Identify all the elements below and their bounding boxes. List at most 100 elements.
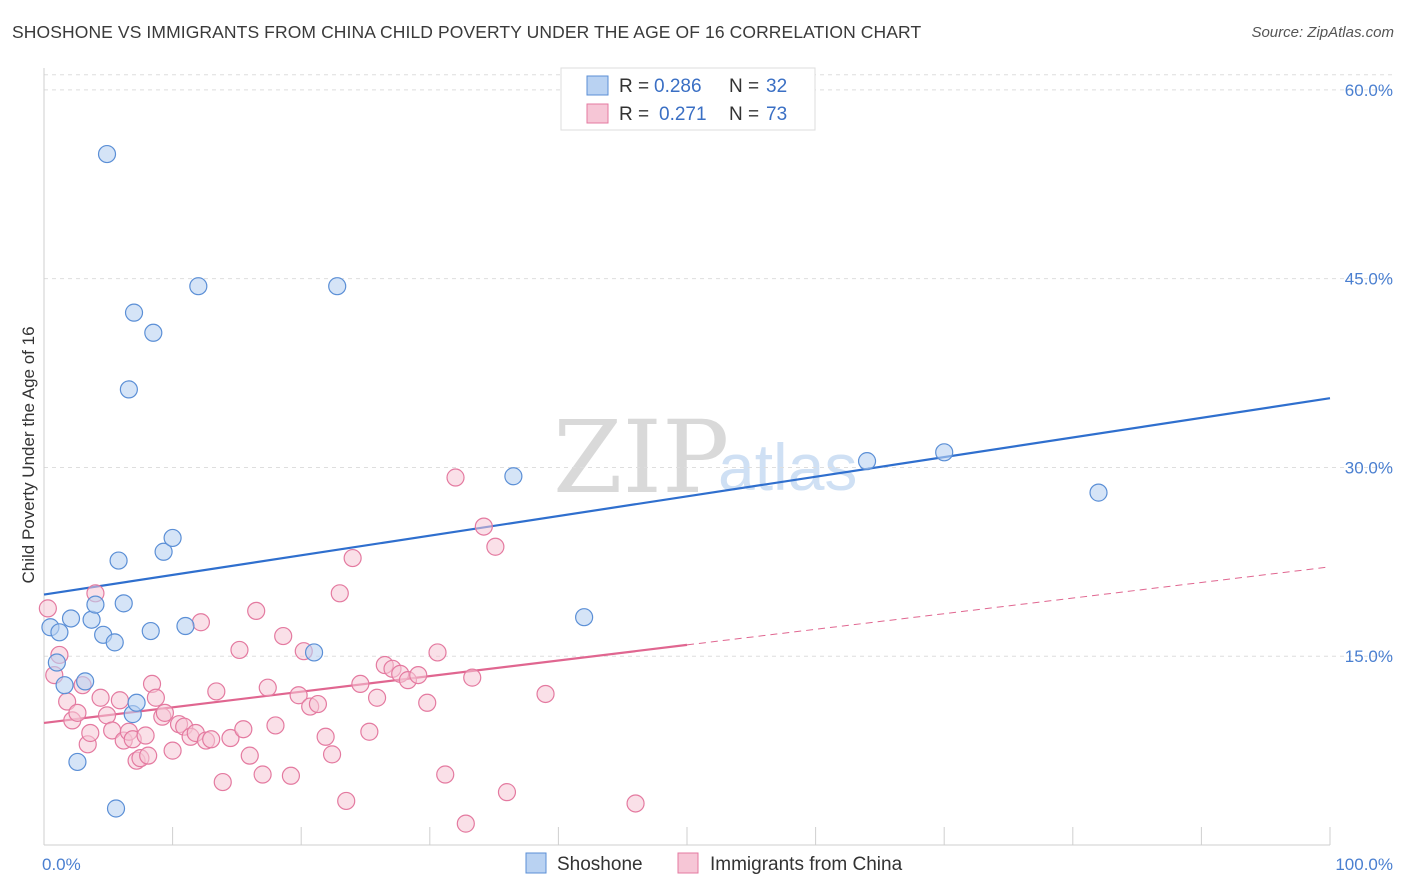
point-china-51 — [330, 584, 349, 603]
point-china-56 — [367, 688, 387, 707]
legend-n-value-shoshone: 32 — [766, 76, 787, 97]
point-shoshone-8 — [86, 595, 105, 614]
point-shoshone-23 — [176, 616, 195, 636]
point-china-40 — [253, 765, 272, 784]
axes — [43, 68, 1331, 846]
point-shoshone-5 — [68, 752, 87, 772]
point-china-50 — [322, 745, 342, 764]
source-label: Source: ZipAtlas.com — [1251, 24, 1394, 41]
bottom-legend-swatch-china — [677, 852, 699, 874]
watermark-zip: ZIP — [553, 399, 729, 516]
point-china-71 — [536, 684, 555, 704]
y-tick-label-3: 60.0% — [1345, 81, 1393, 100]
point-shoshone-10 — [97, 144, 117, 164]
legend-r-value-shoshone: 0.286 — [654, 76, 702, 97]
legend-swatch-shoshone — [586, 75, 609, 96]
legend-r-value-china: 0.271 — [659, 104, 707, 125]
point-china-64 — [436, 765, 455, 784]
point-china-34 — [213, 772, 232, 792]
point-shoshone-11 — [105, 633, 124, 652]
point-shoshone-7 — [82, 610, 101, 629]
point-shoshone-2 — [50, 623, 69, 642]
point-shoshone-13 — [109, 551, 128, 570]
point-china-66 — [456, 814, 475, 833]
point-shoshone-1 — [47, 653, 66, 672]
x-tick-labels: 0.0% 100.0% — [42, 855, 1393, 874]
point-china-19 — [136, 726, 155, 745]
point-china-49 — [316, 727, 335, 746]
point-shoshone-20 — [144, 323, 163, 342]
point-china-38 — [240, 746, 259, 765]
x-tick-label-0: 0.0% — [42, 855, 81, 874]
point-china-41 — [258, 678, 277, 697]
point-shoshone-6 — [76, 672, 95, 691]
point-china-45 — [289, 686, 308, 705]
point-china-35 — [221, 728, 240, 748]
point-china-20 — [139, 746, 158, 765]
point-china-61 — [409, 665, 428, 685]
point-china-48 — [308, 694, 328, 714]
y-axis-title: Child Poverty Under the Age of 16 — [19, 326, 38, 583]
point-china-39 — [247, 601, 266, 621]
point-shoshone-22 — [163, 528, 182, 548]
point-china-37 — [234, 720, 253, 739]
data-points — [38, 144, 1108, 833]
watermark: ZIP atlas — [553, 399, 857, 516]
point-shoshone-28 — [575, 608, 594, 627]
y-tick-label-0: 15.0% — [1345, 647, 1393, 666]
point-shoshone-25 — [304, 643, 324, 662]
point-china-33 — [207, 682, 226, 701]
point-china-22 — [146, 688, 165, 707]
point-shoshone-31 — [1089, 483, 1108, 502]
point-shoshone-26 — [328, 277, 347, 296]
point-china-44 — [281, 766, 301, 785]
x-tick-label-1: 100.0% — [1335, 855, 1393, 874]
point-shoshone-30 — [935, 443, 954, 462]
point-china-53 — [343, 548, 362, 568]
point-china-63 — [428, 643, 447, 662]
point-china-55 — [360, 722, 379, 741]
y-tick-labels: 15.0% 30.0% 45.0% 60.0% — [1345, 81, 1393, 666]
legend-r-label-shoshone: R = — [619, 76, 649, 97]
point-china-13 — [110, 691, 129, 710]
point-china-72 — [626, 794, 645, 813]
y-tick-label-2: 45.0% — [1345, 270, 1393, 289]
point-shoshone-24 — [189, 277, 208, 296]
point-china-11 — [97, 706, 117, 725]
legend-n-label-china: N = — [729, 104, 759, 125]
bottom-legend-swatch-shoshone — [525, 852, 547, 874]
point-china-43 — [274, 626, 293, 646]
point-china-52 — [337, 791, 356, 811]
point-china-32 — [202, 730, 221, 749]
point-china-54 — [351, 674, 370, 694]
point-shoshone-18 — [127, 693, 146, 712]
point-shoshone-3 — [55, 676, 74, 695]
legend-swatch-china — [586, 103, 609, 124]
point-china-69 — [486, 537, 505, 556]
point-shoshone-4 — [61, 609, 81, 628]
point-shoshone-19 — [141, 621, 160, 641]
bottom-legend-label-china: Immigrants from China — [710, 854, 903, 875]
point-china-30 — [191, 613, 210, 632]
point-china-65 — [446, 468, 465, 487]
point-china-42 — [266, 716, 285, 735]
point-china-8 — [81, 723, 100, 743]
chart-title: SHOSHONE VS IMMIGRANTS FROM CHINA CHILD … — [12, 22, 922, 42]
legend: R = 0.286 N = 32 R = 0.271 N = 73 — [560, 67, 816, 131]
legend-n-label-shoshone: N = — [729, 76, 759, 97]
y-tick-label-1: 30.0% — [1345, 458, 1393, 477]
point-china-36 — [230, 640, 249, 660]
point-shoshone-12 — [106, 799, 126, 818]
point-china-70 — [497, 783, 517, 802]
point-china-0 — [38, 599, 57, 618]
point-shoshone-21 — [154, 542, 173, 561]
point-shoshone-17 — [124, 303, 144, 322]
point-china-68 — [474, 517, 493, 536]
gridlines — [44, 74, 1392, 657]
point-shoshone-29 — [857, 452, 877, 471]
point-china-67 — [463, 668, 482, 687]
point-china-5 — [68, 703, 87, 722]
point-shoshone-27 — [504, 467, 523, 486]
trend-line-shoshone — [43, 397, 1331, 596]
